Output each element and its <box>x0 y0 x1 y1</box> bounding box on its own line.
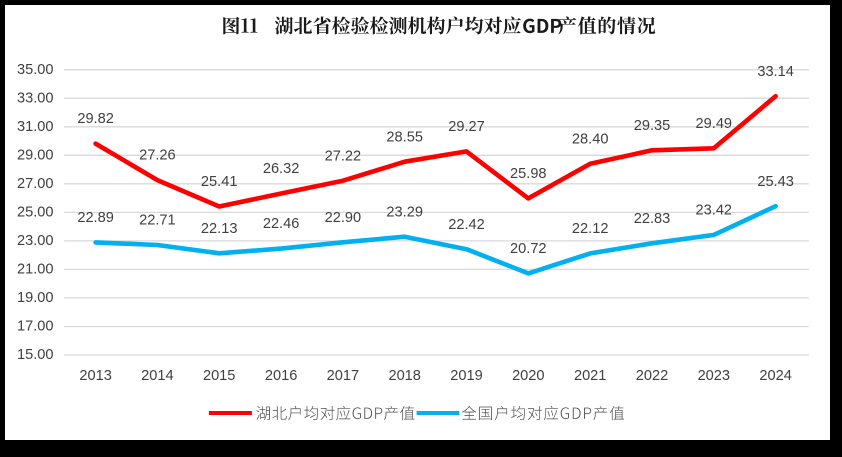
svg-text:29.35: 29.35 <box>634 118 671 134</box>
svg-text:25.98: 25.98 <box>510 166 547 182</box>
svg-text:2023: 2023 <box>698 368 730 384</box>
svg-text:15.00: 15.00 <box>17 347 54 363</box>
svg-text:25.00: 25.00 <box>17 205 54 221</box>
svg-text:19.00: 19.00 <box>17 290 54 306</box>
svg-text:28.55: 28.55 <box>386 129 423 145</box>
svg-text:29.82: 29.82 <box>77 111 114 127</box>
svg-text:22.12: 22.12 <box>572 221 609 237</box>
svg-text:35.00: 35.00 <box>17 62 54 78</box>
svg-text:2014: 2014 <box>141 368 173 384</box>
svg-text:22.90: 22.90 <box>325 210 362 226</box>
svg-text:2016: 2016 <box>265 368 297 384</box>
svg-text:27.22: 27.22 <box>325 148 362 164</box>
svg-text:2017: 2017 <box>327 368 359 384</box>
svg-text:21.00: 21.00 <box>17 262 54 278</box>
svg-text:22.71: 22.71 <box>139 213 176 229</box>
svg-text:22.46: 22.46 <box>263 216 300 232</box>
svg-text:2020: 2020 <box>512 368 544 384</box>
svg-text:29.00: 29.00 <box>17 148 54 164</box>
svg-text:33.14: 33.14 <box>757 64 794 80</box>
svg-text:26.32: 26.32 <box>263 161 300 177</box>
svg-text:2018: 2018 <box>388 368 420 384</box>
svg-text:33.00: 33.00 <box>17 90 54 106</box>
svg-text:17.00: 17.00 <box>17 319 54 335</box>
svg-text:2021: 2021 <box>574 368 606 384</box>
svg-text:27.26: 27.26 <box>139 148 176 164</box>
svg-text:25.43: 25.43 <box>757 174 794 190</box>
svg-text:29.49: 29.49 <box>696 116 733 132</box>
svg-text:25.41: 25.41 <box>201 174 238 190</box>
svg-text:2024: 2024 <box>759 368 791 384</box>
svg-text:20.72: 20.72 <box>510 241 547 257</box>
svg-text:29.27: 29.27 <box>448 119 485 135</box>
svg-text:2022: 2022 <box>636 368 668 384</box>
svg-text:22.13: 22.13 <box>201 221 238 237</box>
svg-text:28.40: 28.40 <box>572 131 609 147</box>
svg-text:23.00: 23.00 <box>17 233 54 249</box>
svg-text:27.00: 27.00 <box>17 176 54 192</box>
svg-text:2019: 2019 <box>450 368 482 384</box>
svg-text:2013: 2013 <box>79 368 111 384</box>
svg-text:22.42: 22.42 <box>448 217 485 233</box>
svg-text:22.83: 22.83 <box>634 211 671 227</box>
svg-text:2015: 2015 <box>203 368 235 384</box>
svg-text:22.89: 22.89 <box>77 210 114 226</box>
svg-text:23.42: 23.42 <box>696 203 733 219</box>
svg-text:31.00: 31.00 <box>17 119 54 135</box>
svg-text:23.29: 23.29 <box>386 204 423 220</box>
